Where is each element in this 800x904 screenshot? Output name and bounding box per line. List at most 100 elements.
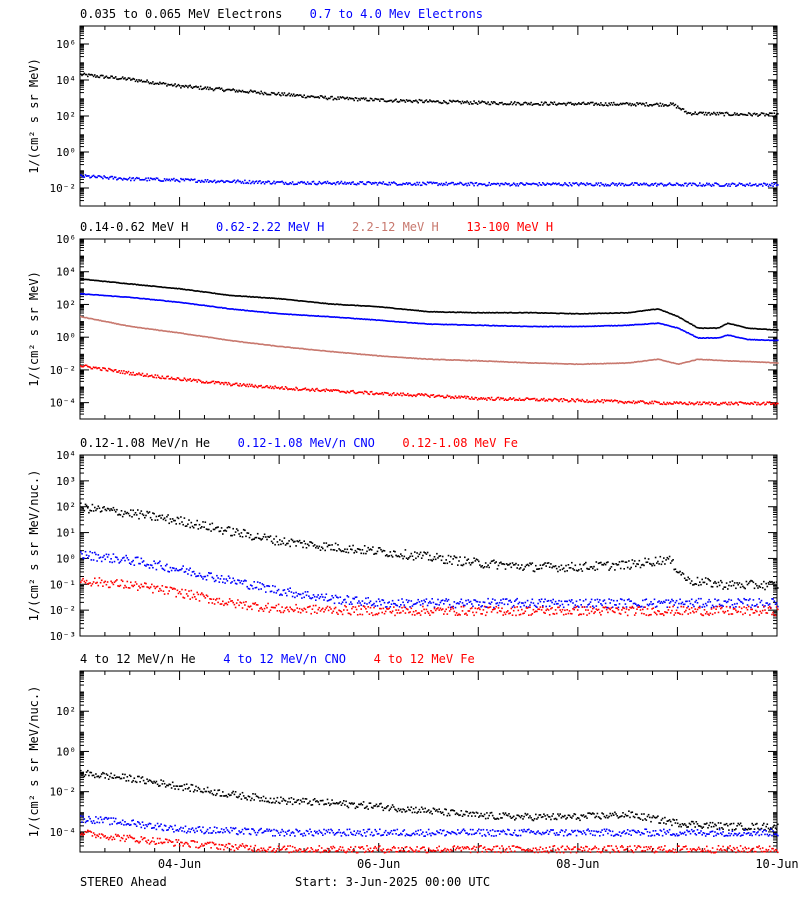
data-point — [776, 581, 778, 583]
data-point — [534, 571, 536, 573]
data-point — [277, 541, 279, 543]
data-point — [302, 96, 304, 98]
data-point — [359, 549, 361, 551]
data-point — [132, 560, 134, 562]
data-point — [388, 182, 390, 184]
data-point — [658, 402, 660, 404]
data-point — [155, 563, 157, 565]
data-point — [436, 553, 438, 555]
data-point — [362, 549, 364, 551]
data-point — [222, 382, 224, 384]
data-point — [209, 87, 211, 89]
data-point — [585, 401, 587, 403]
data-point — [477, 103, 479, 105]
data-point — [472, 103, 474, 105]
data-point — [173, 178, 175, 180]
data-point — [245, 536, 247, 538]
data-point — [139, 513, 141, 515]
data-point — [405, 549, 407, 551]
data-point — [263, 181, 265, 183]
data-point — [466, 185, 468, 187]
data-point — [437, 185, 439, 187]
data-point — [179, 181, 181, 183]
data-point — [296, 388, 298, 390]
data-point — [148, 81, 150, 83]
data-point — [138, 372, 140, 374]
data-point — [205, 86, 207, 88]
data-point — [611, 399, 613, 401]
data-point — [323, 389, 325, 391]
data-point — [537, 185, 539, 187]
data-point — [515, 185, 517, 187]
data-point — [313, 181, 315, 183]
data-point — [165, 83, 167, 85]
data-point — [498, 183, 500, 185]
data-point — [737, 404, 739, 406]
data-point — [95, 510, 97, 512]
data-point — [87, 557, 89, 559]
data-point — [208, 529, 210, 531]
data-point — [137, 557, 139, 559]
data-point — [736, 402, 738, 404]
data-point — [102, 557, 104, 559]
data-point — [748, 185, 750, 187]
data-point — [613, 102, 615, 104]
data-point — [165, 520, 167, 522]
data-point — [288, 540, 290, 542]
data-point — [627, 103, 629, 105]
data-point — [152, 567, 154, 569]
data-point — [281, 92, 283, 94]
panel-3-frame — [80, 455, 777, 636]
data-point — [639, 184, 641, 186]
data-point — [594, 184, 596, 186]
data-point — [705, 184, 707, 186]
data-point — [727, 113, 729, 115]
data-point — [206, 88, 208, 90]
data-point — [92, 74, 94, 76]
data-point — [337, 96, 339, 98]
data-point — [99, 77, 101, 79]
data-point — [568, 564, 570, 566]
data-point — [366, 551, 368, 553]
data-point — [518, 564, 520, 566]
data-point — [406, 182, 408, 184]
data-point — [370, 182, 372, 184]
data-point — [399, 556, 401, 558]
data-point — [427, 552, 429, 554]
data-point — [326, 183, 328, 185]
data-point — [351, 549, 353, 551]
data-point — [445, 396, 447, 398]
data-point — [552, 103, 554, 105]
data-point — [186, 85, 188, 87]
data-point — [352, 98, 354, 100]
data-point — [96, 508, 98, 510]
data-point — [777, 587, 779, 589]
data-point — [122, 76, 124, 78]
data-point — [347, 549, 349, 551]
data-point — [131, 374, 133, 376]
data-point — [173, 568, 175, 570]
data-point — [149, 511, 151, 513]
data-point — [545, 565, 547, 567]
data-point — [146, 511, 148, 513]
data-point — [753, 403, 755, 405]
data-point — [417, 102, 419, 104]
data-point — [118, 370, 120, 372]
data-point — [662, 184, 664, 186]
data-point — [182, 524, 184, 526]
data-point — [727, 404, 729, 406]
data-point — [185, 571, 187, 573]
data-point — [774, 403, 776, 405]
data-point — [669, 556, 671, 558]
data-point — [158, 83, 160, 85]
data-point — [234, 89, 236, 91]
data-point — [199, 524, 201, 526]
data-point — [713, 185, 715, 187]
data-point — [210, 530, 212, 532]
data-point — [220, 530, 222, 532]
data-point — [123, 513, 125, 515]
data-point — [697, 401, 699, 403]
data-point — [672, 403, 674, 405]
data-point — [755, 402, 757, 404]
data-point — [421, 184, 423, 186]
